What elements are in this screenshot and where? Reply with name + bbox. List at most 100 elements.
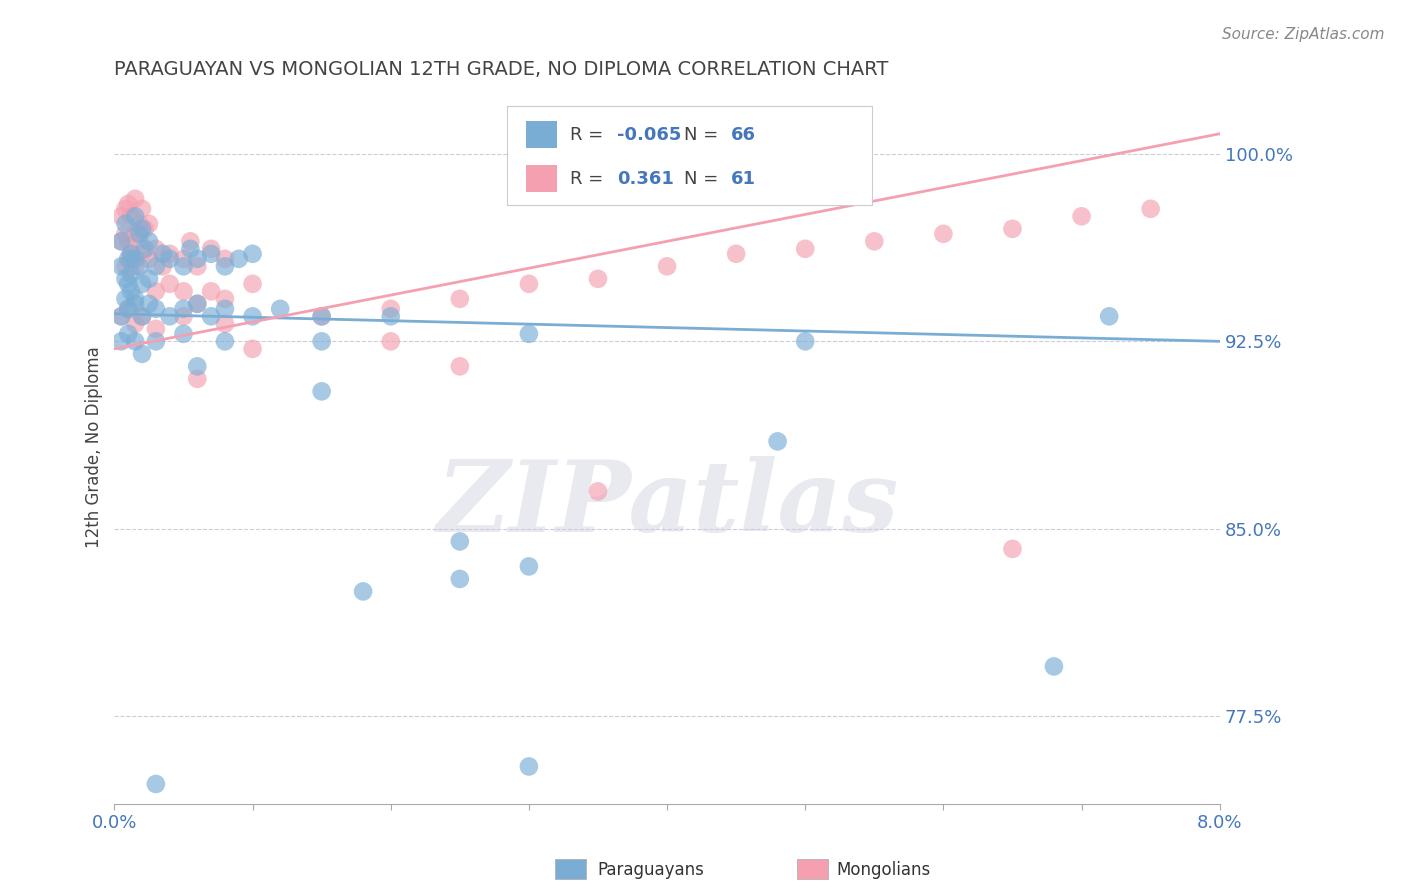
Point	[794, 242, 817, 256]
Point	[173, 326, 195, 341]
Point	[380, 301, 402, 316]
Point	[586, 484, 609, 499]
Point	[186, 252, 208, 266]
Text: R =: R =	[569, 126, 609, 144]
Point	[214, 292, 236, 306]
Point	[766, 434, 789, 449]
Point	[138, 297, 160, 311]
Text: -0.065: -0.065	[617, 126, 682, 144]
Point	[114, 227, 136, 241]
Point	[449, 359, 471, 374]
Point	[242, 277, 264, 291]
Point	[120, 285, 142, 299]
Point	[134, 242, 156, 256]
Point	[1070, 209, 1092, 223]
Point	[159, 247, 181, 261]
Point	[131, 202, 153, 216]
Point	[159, 310, 181, 324]
Point	[110, 310, 132, 324]
Point	[179, 235, 201, 249]
Point	[200, 242, 222, 256]
Text: 66: 66	[731, 126, 756, 144]
Point	[128, 260, 150, 274]
Point	[120, 252, 142, 266]
Point	[173, 260, 195, 274]
Point	[159, 277, 181, 291]
Point	[110, 310, 132, 324]
Point	[311, 310, 333, 324]
Point	[134, 222, 156, 236]
Text: Paraguayans: Paraguayans	[598, 861, 704, 879]
Point	[517, 326, 540, 341]
Point	[214, 301, 236, 316]
Point	[124, 297, 146, 311]
Point	[110, 209, 132, 223]
Point	[152, 247, 174, 261]
Point	[117, 277, 139, 291]
Point	[117, 301, 139, 316]
Text: 61: 61	[731, 169, 756, 187]
Text: ZIPatlas: ZIPatlas	[436, 457, 898, 553]
Point	[173, 252, 195, 266]
Point	[131, 247, 153, 261]
Point	[794, 334, 817, 349]
Point	[517, 277, 540, 291]
Point	[1043, 659, 1066, 673]
Text: Source: ZipAtlas.com: Source: ZipAtlas.com	[1222, 27, 1385, 42]
Point	[110, 235, 132, 249]
Point	[145, 322, 167, 336]
Point	[124, 227, 146, 241]
Point	[138, 235, 160, 249]
Point	[117, 301, 139, 316]
Point	[242, 247, 264, 261]
Point	[449, 292, 471, 306]
Point	[128, 235, 150, 249]
Point	[517, 559, 540, 574]
Point	[110, 334, 132, 349]
Point	[124, 317, 146, 331]
Text: N =: N =	[683, 126, 724, 144]
FancyBboxPatch shape	[506, 105, 872, 205]
Point	[131, 277, 153, 291]
Point	[114, 272, 136, 286]
Point	[586, 272, 609, 286]
Point	[124, 334, 146, 349]
Text: 0.361: 0.361	[617, 169, 675, 187]
Text: Mongolians: Mongolians	[837, 861, 931, 879]
Point	[186, 297, 208, 311]
Point	[131, 347, 153, 361]
Point	[145, 242, 167, 256]
Text: N =: N =	[683, 169, 724, 187]
Point	[114, 260, 136, 274]
Point	[138, 272, 160, 286]
Point	[214, 260, 236, 274]
Point	[1001, 222, 1024, 236]
Point	[117, 326, 139, 341]
Point	[863, 235, 886, 249]
Point	[124, 260, 146, 274]
Point	[352, 584, 374, 599]
Point	[200, 285, 222, 299]
Point	[214, 317, 236, 331]
Point	[145, 334, 167, 349]
Point	[311, 310, 333, 324]
Point	[186, 260, 208, 274]
Point	[120, 247, 142, 261]
Point	[173, 310, 195, 324]
Point	[114, 217, 136, 231]
Point	[128, 227, 150, 241]
FancyBboxPatch shape	[526, 121, 557, 148]
Point	[1098, 310, 1121, 324]
Point	[242, 342, 264, 356]
Point	[242, 310, 264, 324]
Point	[110, 260, 132, 274]
Point	[120, 247, 142, 261]
Point	[380, 334, 402, 349]
Point	[269, 301, 291, 316]
Point	[120, 267, 142, 281]
Point	[311, 384, 333, 399]
Point	[311, 334, 333, 349]
Point	[152, 260, 174, 274]
Point	[120, 209, 142, 223]
Point	[186, 359, 208, 374]
